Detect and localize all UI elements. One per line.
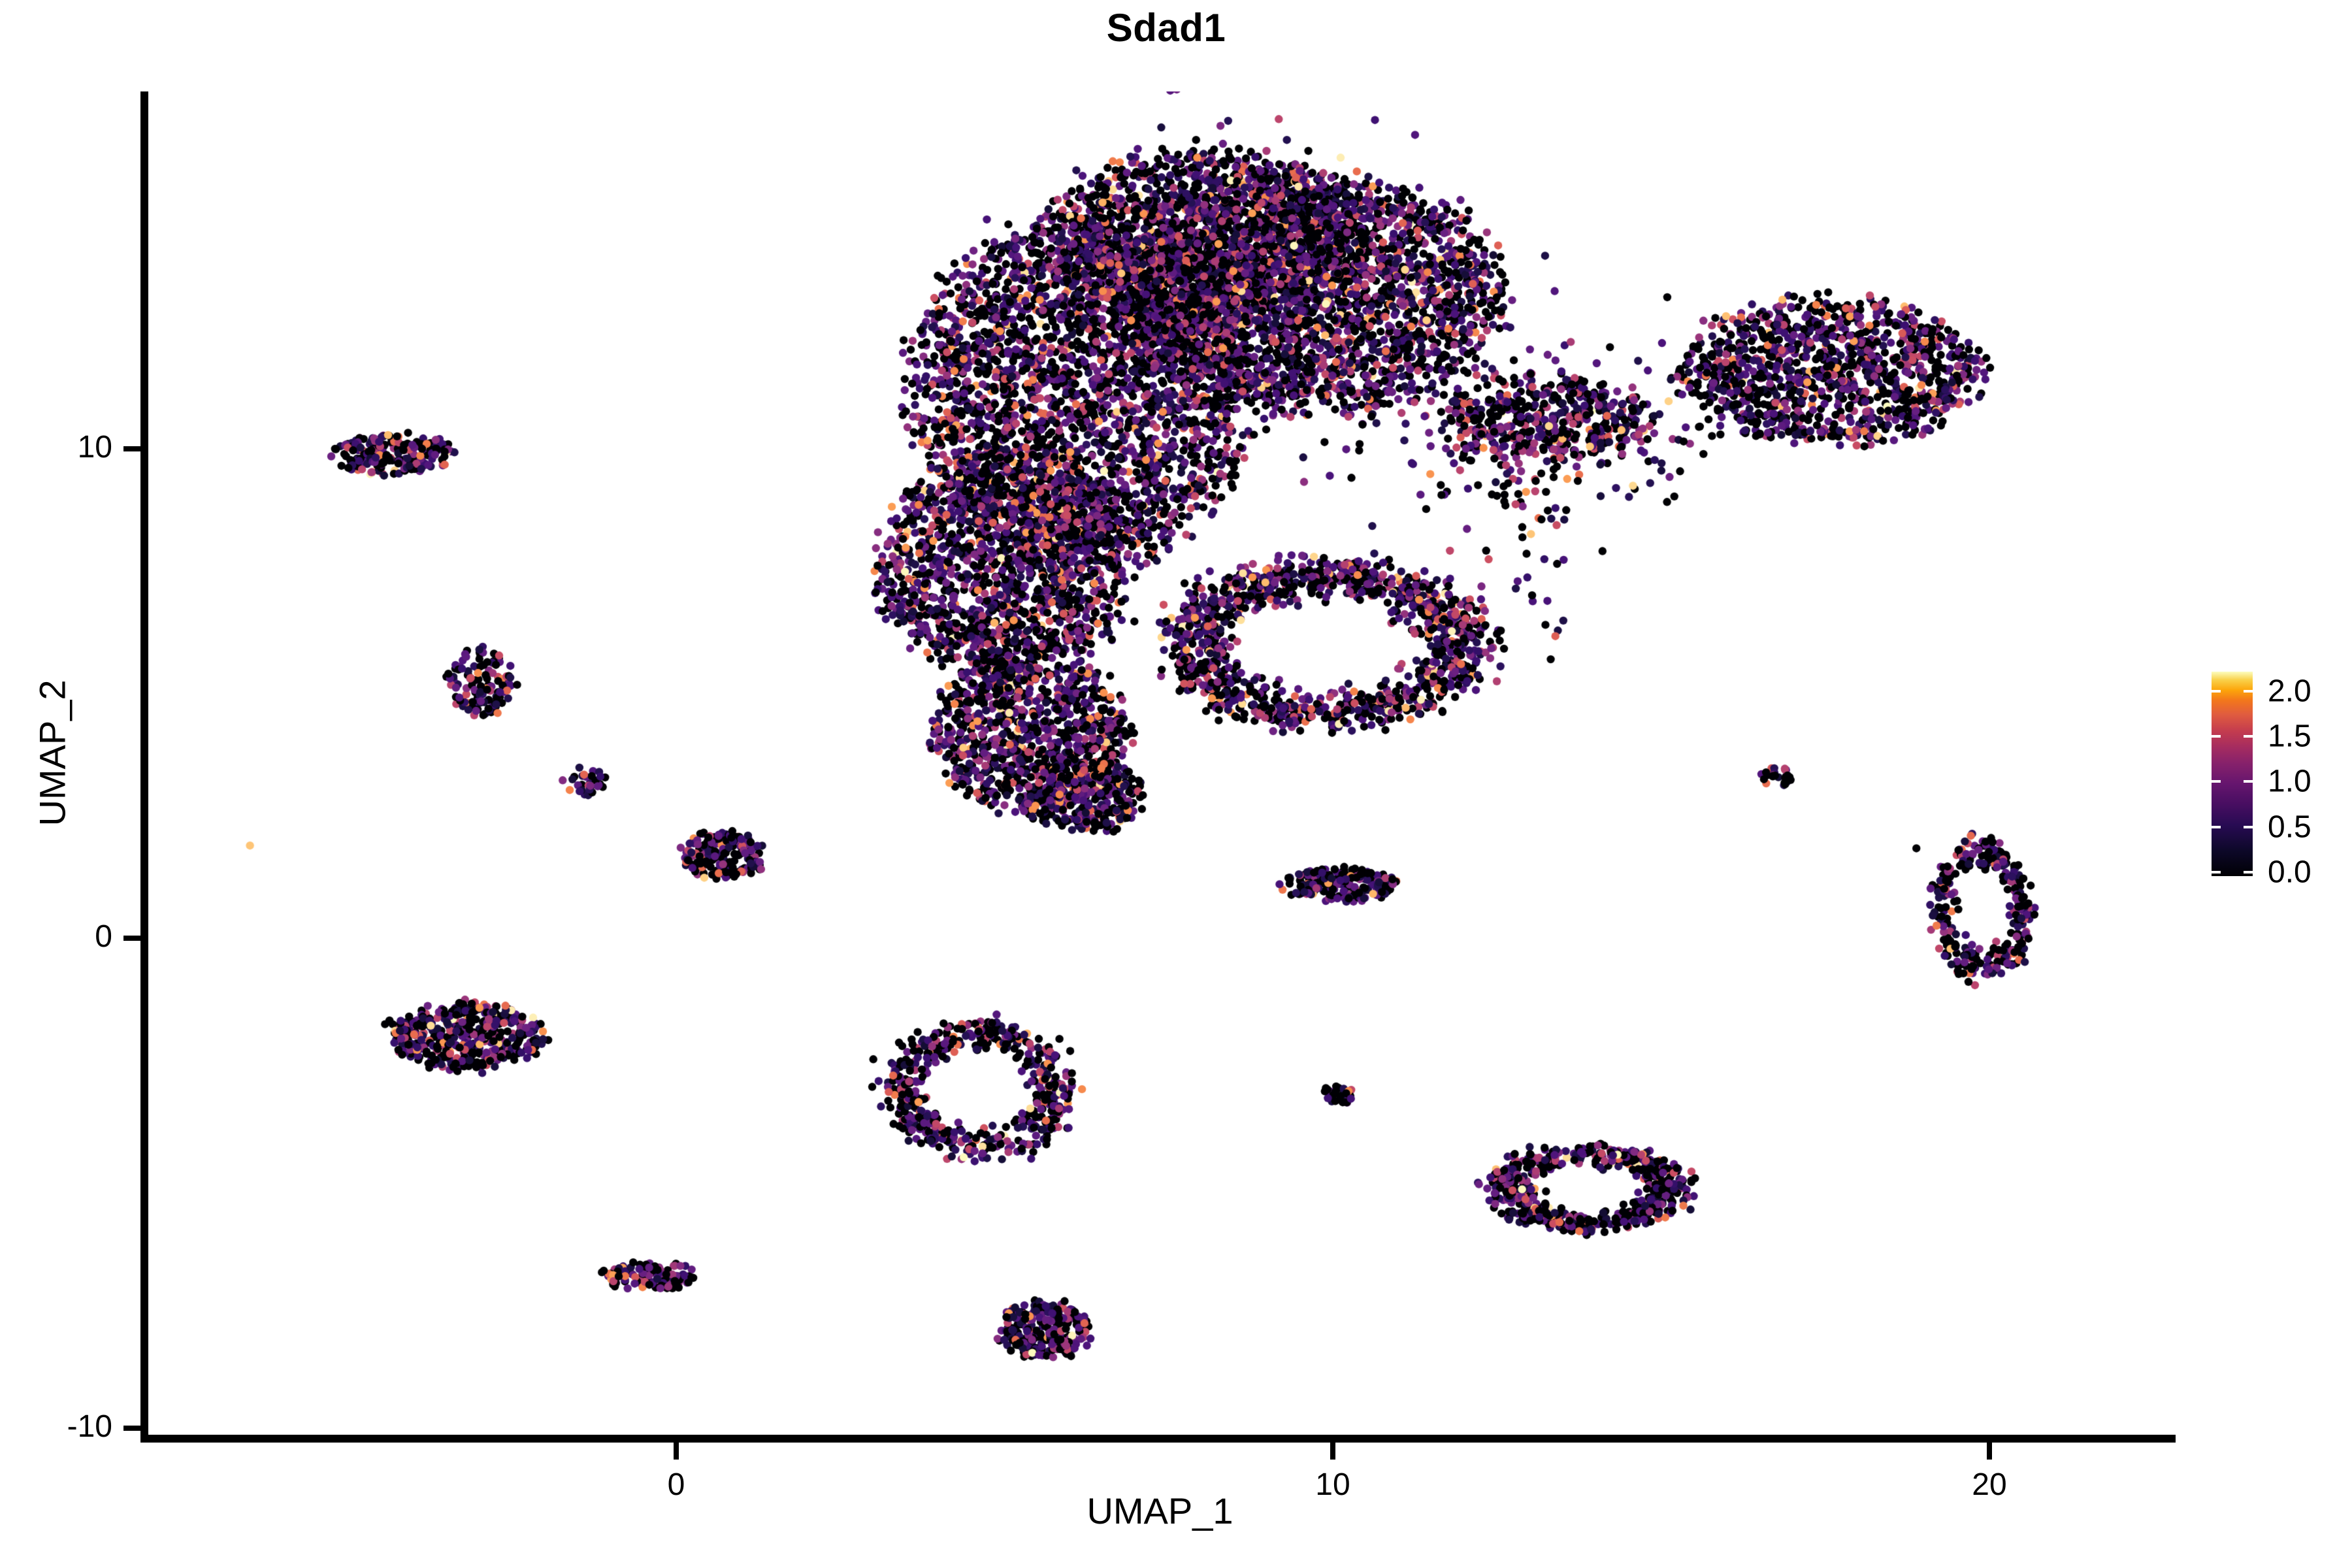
x-axis-title: UMAP_1 xyxy=(1086,1490,1233,1531)
colorbar-label: 0.5 xyxy=(2268,809,2311,845)
colorbar-tick xyxy=(2244,780,2253,783)
color-legend: 2.0 1.5 1.0 0.5 0.0 xyxy=(2212,672,2329,890)
colorbar-tick xyxy=(2212,825,2221,828)
y-tick-mark xyxy=(123,936,140,941)
y-tick-mark xyxy=(123,446,140,451)
colorbar-tick xyxy=(2212,871,2221,874)
colorbar-tick xyxy=(2212,735,2221,738)
x-tick-label: 20 xyxy=(1972,1467,2007,1502)
colorbar-tick xyxy=(2212,780,2221,783)
y-axis-title: UMAP_2 xyxy=(31,679,73,826)
plot-panel xyxy=(144,91,2176,1439)
colorbar-tick xyxy=(2244,871,2253,874)
colorbar-tick xyxy=(2244,689,2253,693)
y-tick-mark xyxy=(123,1425,140,1431)
colorbar-label: 2.0 xyxy=(2268,674,2311,709)
colorbar-label: 1.0 xyxy=(2268,764,2311,799)
colorbar-label: 1.5 xyxy=(2268,719,2311,754)
colorbar-gradient xyxy=(2212,672,2253,876)
colorbar-tick xyxy=(2244,825,2253,828)
y-tick-label: 0 xyxy=(95,919,112,954)
scatter-points-canvas xyxy=(144,91,2176,1439)
colorbar-label: 0.0 xyxy=(2268,855,2311,890)
x-tick-label: 10 xyxy=(1315,1467,1350,1502)
x-tick-mark xyxy=(674,1443,679,1460)
x-tick-label: 0 xyxy=(667,1467,685,1502)
page-title: Sdad1 xyxy=(1106,6,1226,50)
colorbar-tick xyxy=(2244,735,2253,738)
x-tick-mark xyxy=(1330,1443,1335,1460)
colorbar-tick xyxy=(2212,689,2221,693)
y-tick-label: -10 xyxy=(67,1409,112,1444)
x-tick-mark xyxy=(1987,1443,1992,1460)
y-tick-label: 10 xyxy=(77,429,112,465)
